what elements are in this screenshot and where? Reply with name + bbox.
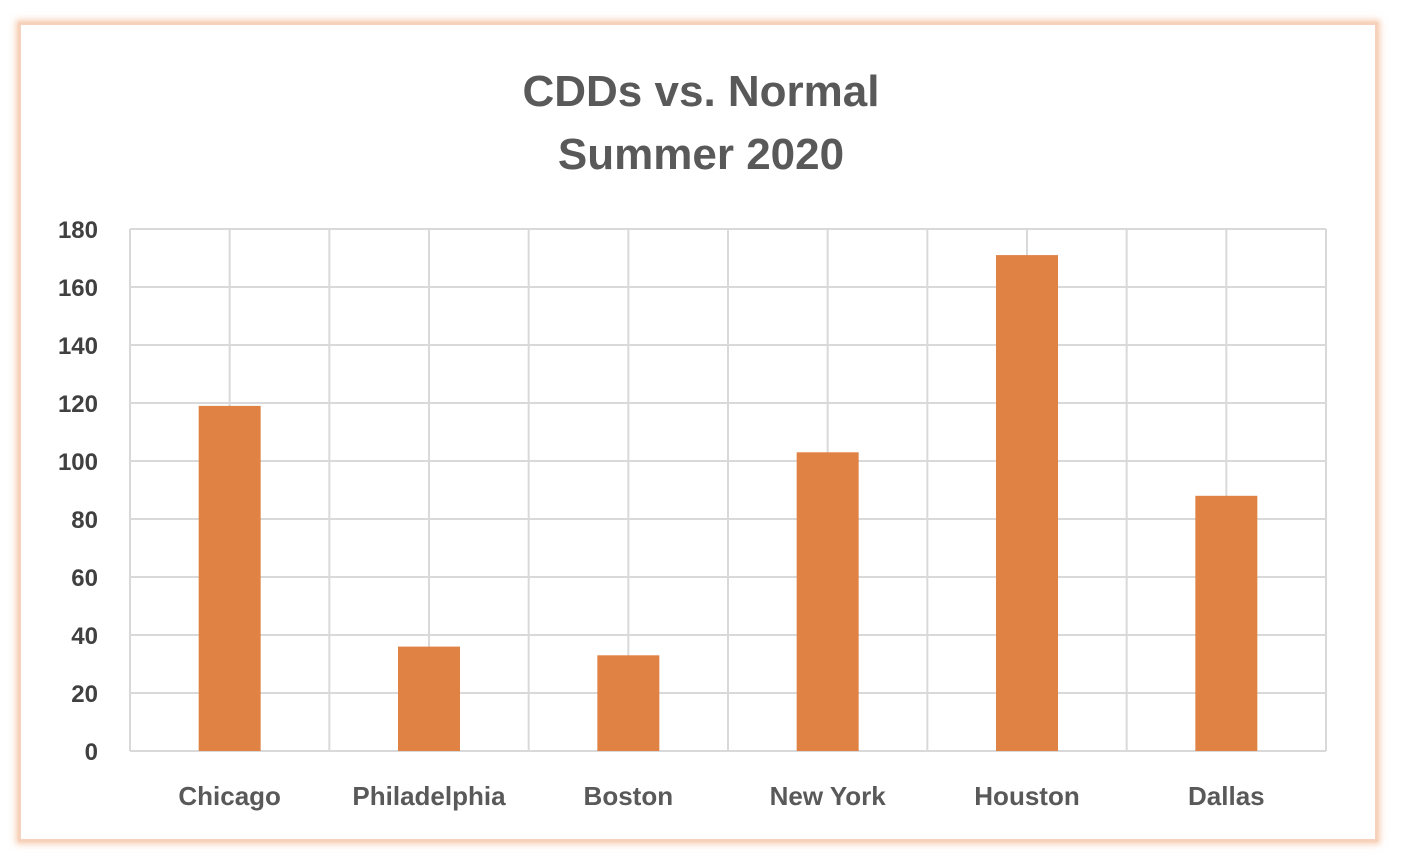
y-tick-label-40: 40 (71, 623, 98, 650)
bars (198, 255, 1258, 751)
bar-houston (996, 255, 1058, 751)
x-tick-label-philadelphia: Philadelphia (352, 781, 506, 811)
chart-title: CDDs vs. Normal (522, 67, 880, 116)
bar-philadelphia (398, 646, 460, 751)
y-tick-label-180: 180 (58, 217, 98, 244)
x-tick-label-dallas: Dallas (1188, 781, 1265, 811)
x-tick-label-houston: Houston (974, 781, 1079, 811)
y-tick-label-140: 140 (58, 333, 98, 360)
y-tick-label-120: 120 (58, 391, 98, 418)
bar-boston (597, 655, 660, 751)
x-axis-ticks: Chicago Philadelphia Boston New York Houston… (178, 781, 1264, 811)
bar-chicago (198, 405, 261, 751)
y-tick-label-100: 100 (58, 449, 98, 476)
bar-dallas (1195, 495, 1258, 751)
chart-subtitle: Summer 2020 (557, 130, 845, 179)
y-tick-label-20: 20 (71, 681, 98, 708)
y-tick-label-160: 160 (58, 275, 98, 302)
x-tick-label-boston: Boston (584, 781, 674, 811)
gridlines (129, 228, 1327, 752)
bar-new-york (796, 452, 859, 751)
x-tick-label-chicago: Chicago (178, 781, 281, 811)
y-tick-label-80: 80 (71, 507, 98, 534)
x-tick-label-new-york: New York (770, 781, 887, 811)
y-tick-label-60: 60 (71, 565, 98, 592)
y-axis-ticks: 0 20 40 60 80 100 120 140 160 180 (58, 217, 98, 766)
y-tick-label-0: 0 (85, 739, 98, 766)
